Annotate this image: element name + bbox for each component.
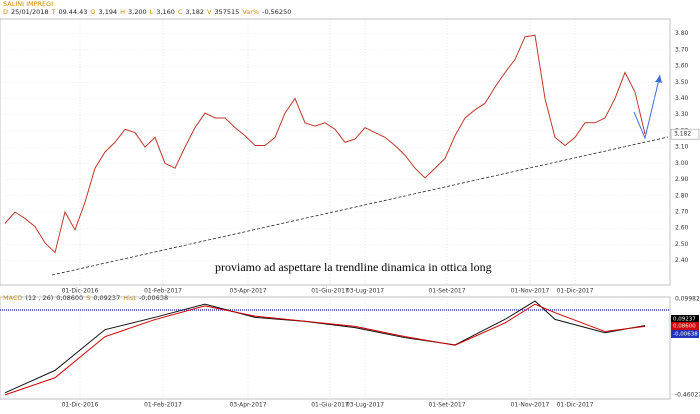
y-tick-label: 2.50 (675, 241, 689, 248)
x-tick-label: 01-Dic-2017 (557, 402, 594, 409)
info-text: 3,182 (185, 8, 205, 16)
x-tick-label: 03-Lug-2017 (346, 402, 384, 409)
annotation: proviamo ad aspettare la trendline dinam… (215, 260, 492, 274)
quote-info: D 25/01/2018 T 09.44.43 O 3,194 H 3,200 L 3,160 C 3… (3, 8, 294, 16)
y-tick-label: 2.90 (675, 176, 689, 183)
y-tick-label: -0,46027 (675, 391, 700, 398)
x-tick-label: 01-Dic-2016 (62, 402, 99, 409)
info-text: 3,160 (156, 8, 175, 16)
macd-value-box (671, 322, 699, 330)
info-text: L (149, 8, 154, 16)
x-tick-label: 01-Dic-2017 (557, 288, 594, 295)
y-tick-label: 3.70 (675, 46, 689, 53)
info-text: 3,200 (128, 8, 147, 16)
macd-value-label: 0,08600 (673, 324, 696, 330)
symbol-title: SALINI IMPREGI (3, 0, 54, 8)
info-text: 09.44.43 (58, 8, 88, 16)
info-text: O (90, 8, 96, 16)
info-text: Var% (242, 8, 260, 16)
x-tick-label: 03-Apr-2017 (229, 288, 266, 295)
series-line (4, 303, 646, 396)
y-tick-label: 3.40 (675, 95, 689, 102)
y-tick-label: 3.50 (675, 79, 689, 86)
macd-frame (0, 296, 671, 400)
info-text: H (120, 8, 126, 16)
y-tick-label: 2.60 (675, 225, 689, 232)
x-tick-label: 01-Giu-2017 (311, 402, 349, 409)
x-tick-label: 01-Dic-2016 (62, 288, 99, 295)
series-line (4, 34, 646, 254)
macd-value-label: -0,00638 (673, 332, 698, 338)
info-text: -0,00638 (138, 294, 169, 302)
x-tick-label: 01-Giu-2017 (311, 288, 349, 295)
x-tick-label: 01-Feb-2017 (144, 402, 182, 409)
info-text: V (207, 8, 212, 16)
x-tick-label: 03-Apr-2017 (229, 402, 266, 409)
price-frame (0, 18, 671, 286)
last-price-label: 3,182 (674, 131, 691, 138)
y-tick-label: 0,09982 (675, 296, 700, 303)
x-tick-label: 01-Nov-2017 (511, 402, 550, 409)
y-tick-label: 3.10 (675, 144, 689, 151)
info-text: 3,194 (98, 8, 118, 16)
y-tick-label: 2.40 (675, 257, 689, 264)
macd-title: MACD (3, 294, 23, 302)
info-text: T (51, 8, 56, 16)
info-text: 25/01/2018 (11, 8, 49, 16)
info-text: S (86, 294, 91, 302)
x-tick-label: 01-Set-2017 (428, 288, 465, 295)
macd-value-label: 0,09237 (673, 317, 696, 323)
macd-value-box (671, 315, 699, 323)
info-text: C (177, 8, 183, 16)
y-tick-label: 3.00 (675, 160, 689, 167)
y-tick-label: 3.60 (675, 63, 689, 70)
macd-info: MACD (12 , 26) 0,08600 S 0,09237 Hist -0,00638 (3, 294, 171, 302)
x-tick-label: 01-Nov-2017 (511, 288, 550, 295)
series-line (4, 300, 646, 394)
x-tick-label: 03-Lug-2017 (346, 288, 384, 295)
info-text: 0,08600 (56, 294, 84, 302)
info-text: (12 , 26) (25, 294, 54, 302)
x-tick-label: 01-Set-2017 (428, 402, 465, 409)
x-tick-label: 01-Feb-2017 (144, 288, 182, 295)
info-text: 357515 (214, 8, 240, 16)
y-tick-label: 3.30 (675, 111, 689, 118)
trendline (51, 136, 669, 276)
arrow-line (633, 74, 661, 140)
last-price-box (670, 128, 700, 140)
info-text: D (3, 8, 9, 16)
y-tick-label: 2.70 (675, 209, 689, 216)
info-text: 0,09237 (93, 294, 121, 302)
y-tick-label: 2.80 (675, 192, 689, 199)
arrow-head (655, 75, 662, 83)
info-text: Hist (123, 294, 136, 302)
y-tick-label: 3.80 (675, 30, 689, 37)
macd-value-box (671, 330, 699, 338)
info-text: -0,56250 (262, 8, 292, 16)
